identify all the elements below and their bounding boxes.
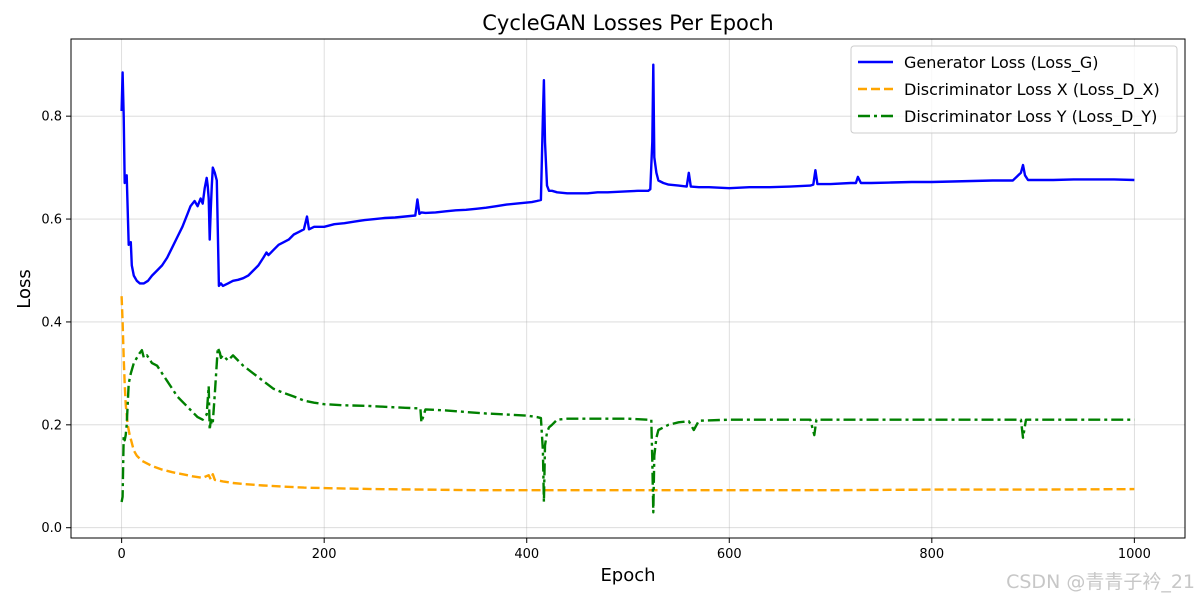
x-tick-label: 0 — [117, 547, 125, 562]
watermark: CSDN @青青子衿_21 — [1006, 571, 1195, 593]
y-tick-label: 0.6 — [41, 213, 62, 228]
series-line-generator-loss-loss-g — [120, 63, 1135, 288]
ticks: 0 200 400 600 800 1000 0.0 0.2 0.4 0.6 0.8 — [41, 110, 1151, 562]
series-line-discriminator-loss-y-loss-d-y — [120, 346, 1135, 514]
y-tick-label: 0.2 — [41, 418, 62, 433]
y-tick-label: 0.8 — [41, 110, 62, 125]
x-tick-label: 1000 — [1118, 547, 1151, 562]
x-tick-label: 800 — [919, 547, 944, 562]
legend-label-discriminator-y: Discriminator Loss Y (Loss_D_Y) — [904, 107, 1157, 127]
series-layer — [120, 63, 1135, 514]
chart-title: CycleGAN Losses Per Epoch — [482, 11, 773, 35]
x-axis-label: Epoch — [600, 565, 655, 586]
legend: Generator Loss (Loss_G) Discriminator Lo… — [850, 45, 1178, 134]
plot-area — [70, 38, 1186, 539]
x-tick-label: 200 — [312, 547, 337, 562]
x-tick-label: 400 — [514, 547, 539, 562]
y-tick-label: 0.4 — [41, 315, 62, 330]
legend-box — [850, 45, 1178, 134]
legend-label-generator: Generator Loss (Loss_G) — [904, 53, 1099, 73]
x-tick-label: 600 — [717, 547, 742, 562]
legend-label-discriminator-x: Discriminator Loss X (Loss_D_X) — [904, 80, 1160, 100]
y-axis-label: Loss — [14, 269, 35, 308]
y-tick-label: 0.0 — [41, 521, 62, 536]
series-line-discriminator-loss-x-loss-d-x — [120, 296, 1135, 492]
